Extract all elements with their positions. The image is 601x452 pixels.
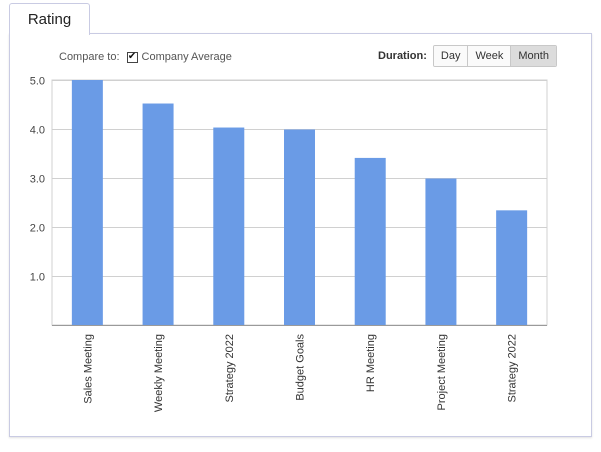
bar <box>425 178 457 325</box>
x-tick-label: Project Meeting <box>436 334 448 410</box>
bar <box>354 157 386 325</box>
y-tick-label: 1.0 <box>30 272 45 284</box>
compare-to-control: Compare to: ✔ Company Average <box>59 50 232 64</box>
x-tick-label: HR Meeting <box>365 334 377 392</box>
duration-label: Duration: <box>378 50 427 62</box>
y-tick-label: 2.0 <box>30 223 45 235</box>
x-tick-label: Weekly Meeting <box>153 334 165 412</box>
bar <box>71 80 103 325</box>
duration-month-button[interactable]: Month <box>510 46 556 66</box>
tab-rating[interactable]: Rating <box>9 3 90 35</box>
duration-week-button[interactable]: Week <box>467 46 511 66</box>
x-tick-label: Sales Meeting <box>82 334 94 404</box>
bar <box>284 129 315 325</box>
y-tick-label: 4.0 <box>30 125 45 137</box>
duration-segmented-control: Day Week Month <box>432 45 557 67</box>
x-tick-label: Strategy 2022 <box>224 334 236 403</box>
company-average-label[interactable]: Company Average <box>141 51 232 63</box>
y-tick-label: 3.0 <box>30 174 45 186</box>
x-tick-label: Budget Goals <box>295 334 307 401</box>
bar <box>213 127 245 325</box>
bar <box>496 210 528 325</box>
company-average-checkbox[interactable]: ✔ <box>126 51 138 63</box>
duration-day-button[interactable]: Day <box>433 46 468 66</box>
y-tick-label: 5.0 <box>30 76 45 88</box>
bar <box>142 103 174 326</box>
duration-control: Duration: Day Week Month <box>378 45 557 67</box>
compare-to-label: Compare to: <box>59 51 120 63</box>
x-tick-label: Strategy 2022 <box>507 334 519 403</box>
